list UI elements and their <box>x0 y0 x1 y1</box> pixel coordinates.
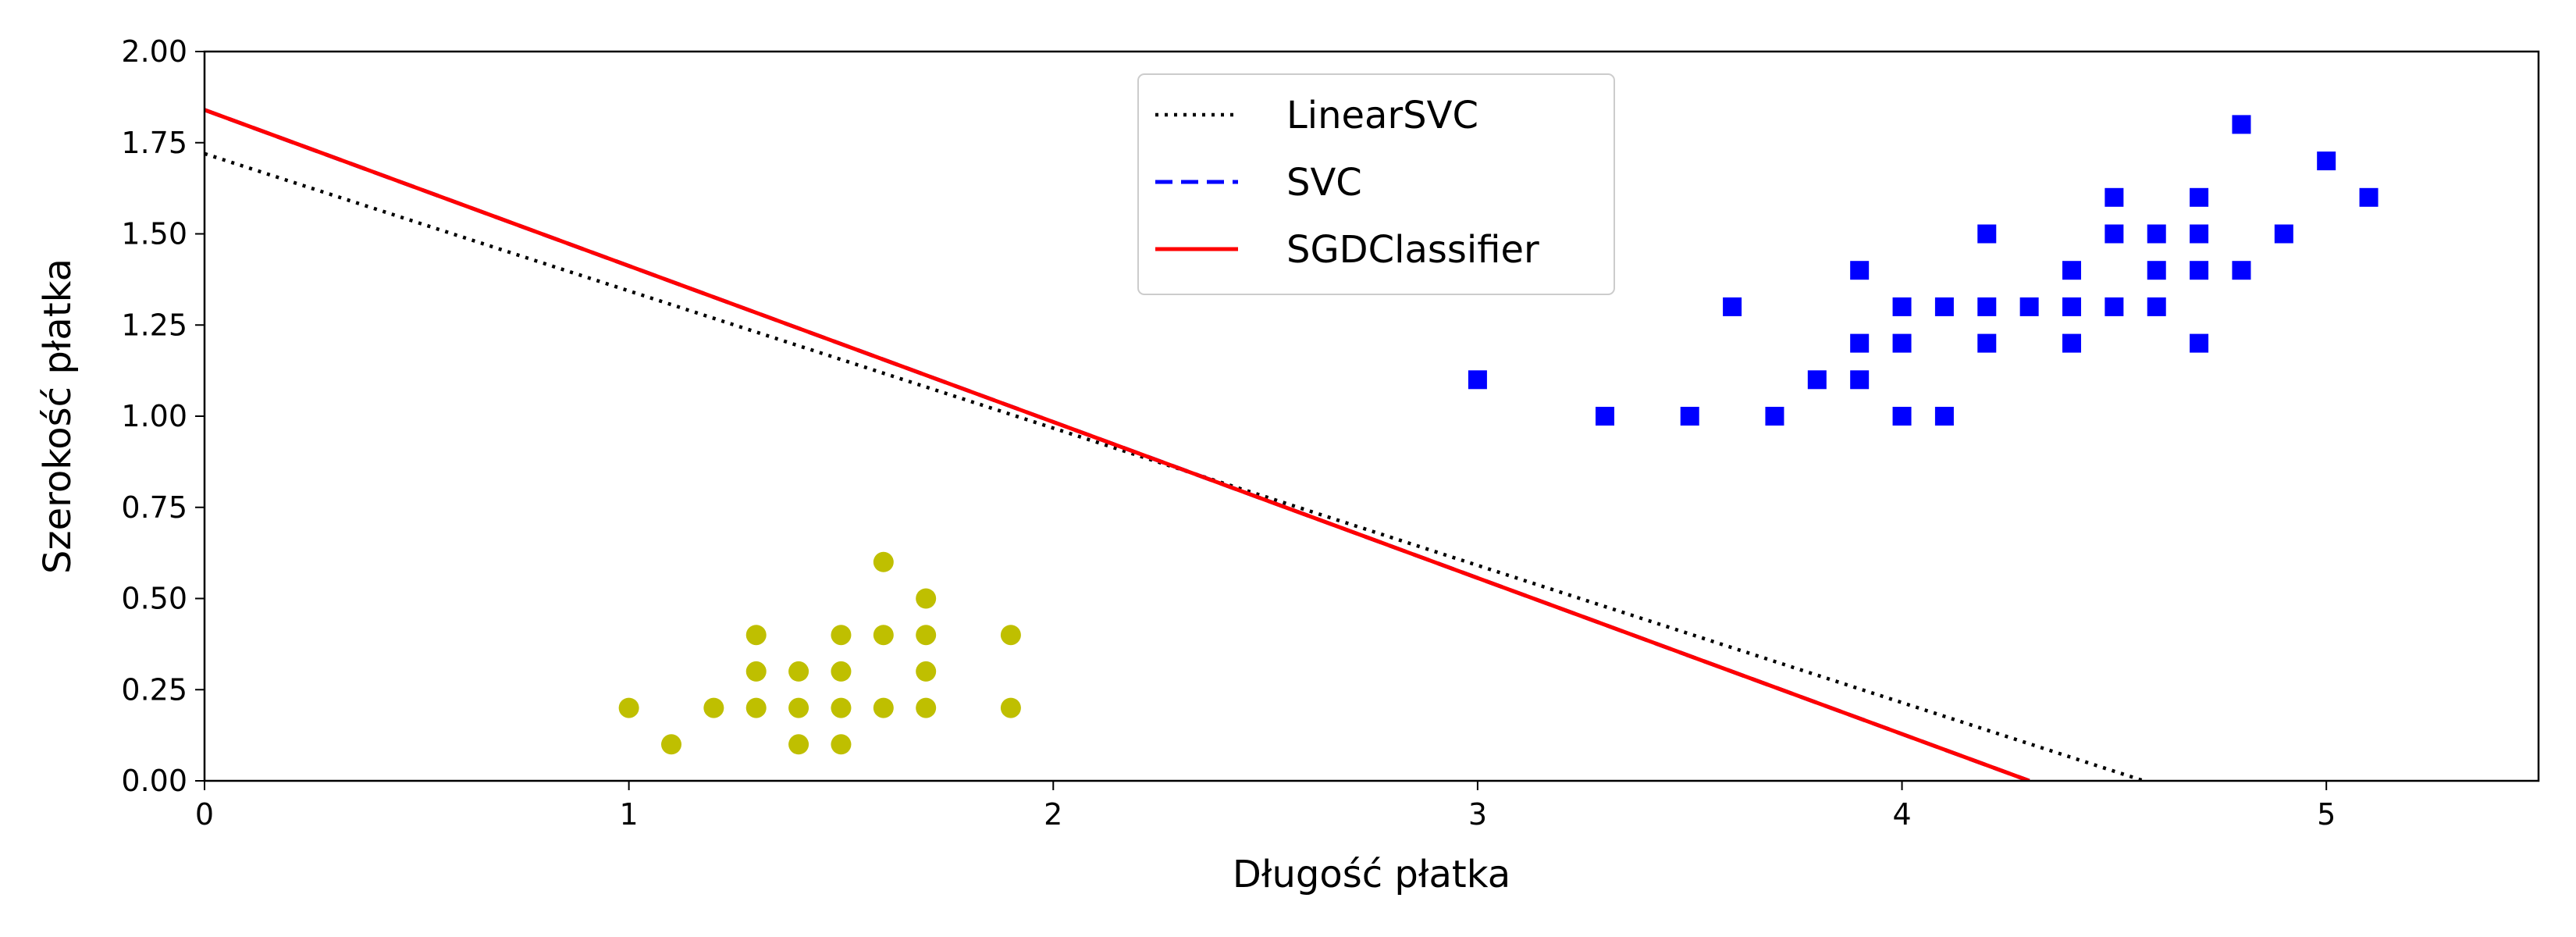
square-point <box>1850 370 1870 390</box>
square-point <box>1977 224 1997 244</box>
circle-point <box>916 588 937 609</box>
y-axis: 0.00 0.25 0.50 0.75 1.00 1.25 1.50 1.75 2.00 <box>121 34 205 798</box>
square-point <box>1468 370 1487 390</box>
data-points <box>618 115 2379 755</box>
x-axis: 0 1 2 3 4 5 <box>195 781 2336 832</box>
square-point <box>2062 261 2081 280</box>
legend-label: SGDClassifier <box>1286 228 1539 272</box>
square-point <box>1680 407 1699 426</box>
circle-point <box>873 697 894 718</box>
circle-point <box>703 697 724 718</box>
square-point <box>2190 224 2209 244</box>
x-tick-label: 1 <box>620 797 639 832</box>
y-tick-label: 0.75 <box>121 490 187 525</box>
y-tick-label: 1.50 <box>121 217 187 251</box>
circle-point <box>745 625 767 646</box>
square-point <box>2317 151 2336 171</box>
line-sgdclassifier <box>205 108 2030 781</box>
decision-boundaries <box>205 108 2145 781</box>
circle-point <box>745 661 767 682</box>
square-point <box>2190 261 2209 280</box>
square-point <box>1596 407 1614 426</box>
square-point <box>2105 224 2124 244</box>
square-point <box>2232 115 2251 134</box>
x-tick-label: 3 <box>1468 797 1487 832</box>
circle-point <box>745 697 767 718</box>
square-point <box>2019 297 2039 316</box>
y-tick-label: 0.50 <box>121 582 187 616</box>
square-point <box>1850 333 1870 353</box>
square-point <box>1892 297 1912 316</box>
square-point <box>2190 333 2209 353</box>
circle-point <box>1000 697 1021 718</box>
square-point <box>1850 261 1870 280</box>
y-tick-label: 0.00 <box>121 764 187 798</box>
legend: LinearSVC SVC SGDClassifier <box>1137 73 1615 295</box>
x-tick-label: 5 <box>2317 797 2336 832</box>
square-point <box>1723 297 1742 316</box>
legend-label: SVC <box>1286 161 1362 205</box>
circle-point <box>873 625 894 646</box>
square-point <box>2062 333 2081 353</box>
x-axis-label: Długość płatka <box>1233 853 1510 896</box>
square-point <box>2274 224 2293 244</box>
y-tick-label: 2.00 <box>121 34 187 69</box>
square-point <box>1807 370 1827 390</box>
square-point <box>2062 297 2081 316</box>
circle-point <box>916 661 937 682</box>
square-point <box>2105 187 2124 207</box>
circle-point <box>831 625 852 646</box>
circle-point <box>661 734 681 755</box>
circle-point <box>831 697 852 718</box>
y-tick-label: 1.25 <box>121 308 187 342</box>
circle-point <box>916 625 937 646</box>
y-tick-label: 0.25 <box>121 672 187 707</box>
legend-box <box>1137 73 1615 295</box>
square-point <box>2359 187 2379 207</box>
square-point <box>1934 407 1954 426</box>
y-tick-label: 1.00 <box>121 399 187 433</box>
circle-point <box>1000 625 1021 646</box>
square-point <box>1892 407 1912 426</box>
x-tick-label: 0 <box>195 797 214 832</box>
square-point <box>2190 187 2209 207</box>
circle-point <box>788 661 809 682</box>
circle-point <box>788 734 809 755</box>
square-point <box>1765 407 1784 426</box>
circle-point <box>873 551 894 572</box>
circle-point <box>618 697 639 718</box>
circle-point <box>831 734 852 755</box>
legend-label: LinearSVC <box>1286 94 1478 137</box>
square-point <box>1977 297 1997 316</box>
line-linearsvc <box>205 151 2145 781</box>
square-point <box>2147 261 2166 280</box>
y-tick-label: 1.75 <box>121 126 187 160</box>
square-point <box>1934 297 1954 316</box>
x-tick-label: 4 <box>1892 797 1911 832</box>
x-tick-label: 2 <box>1044 797 1062 832</box>
square-point <box>2147 224 2166 244</box>
square-point <box>2232 261 2251 280</box>
circle-point <box>916 697 937 718</box>
square-point <box>2105 297 2124 316</box>
square-point <box>1892 333 1912 353</box>
square-point <box>1977 333 1997 353</box>
circle-point <box>831 661 852 682</box>
square-point <box>2147 297 2166 316</box>
circle-point <box>788 697 809 718</box>
y-axis-label: Szerokość płatka <box>36 258 80 574</box>
